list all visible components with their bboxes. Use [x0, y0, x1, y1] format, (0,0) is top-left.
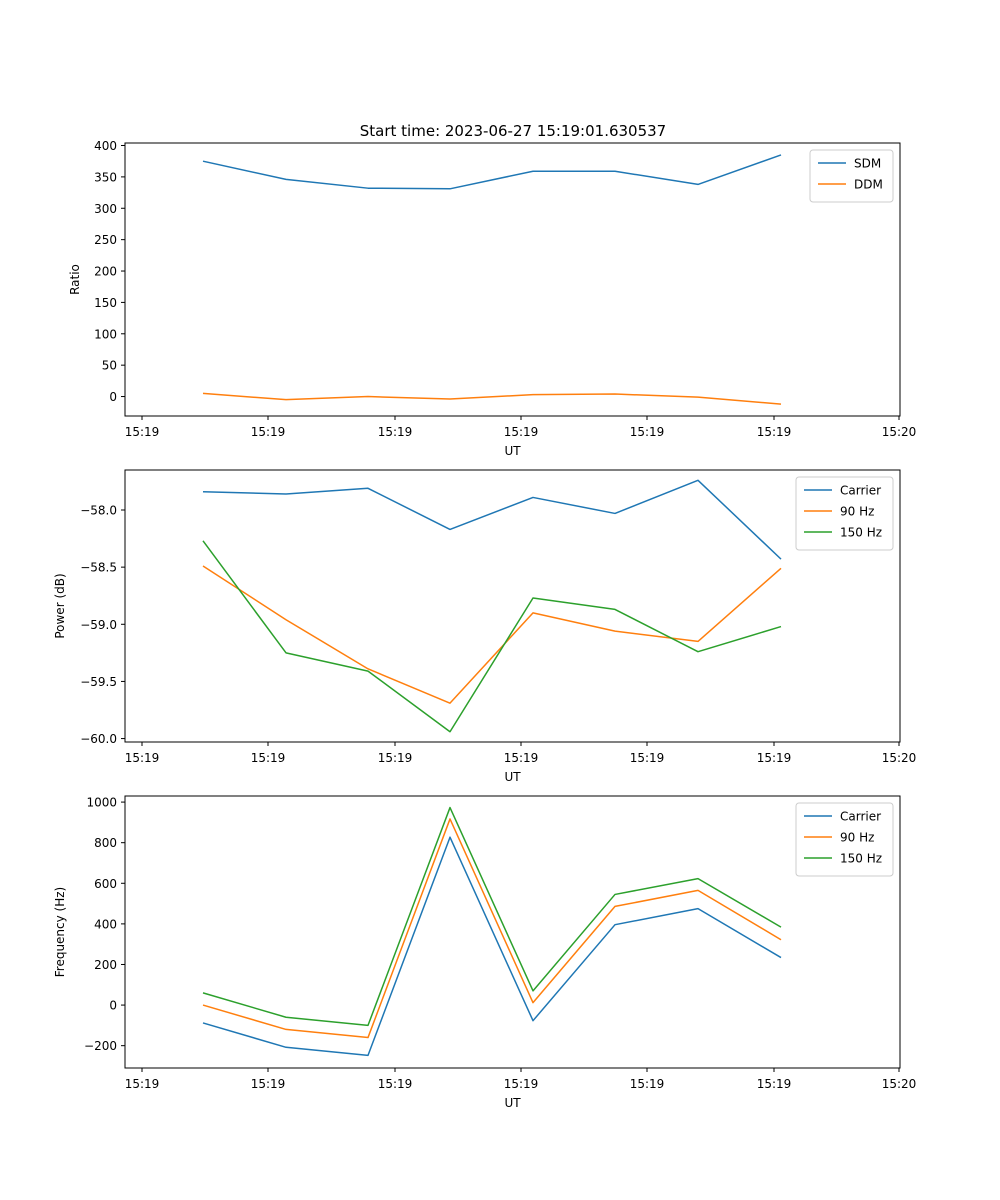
- y-tick-label: −60.0: [80, 732, 117, 746]
- axes-frame: [124, 795, 901, 1069]
- legend: Carrier 90 Hz 150 Hz: [795, 802, 894, 877]
- legend-entry: Carrier: [840, 810, 881, 824]
- x-axis-label: UT: [504, 444, 521, 458]
- x-tick-label: 15:19: [757, 1077, 792, 1091]
- series-line-ddm: [202, 392, 782, 405]
- x-axis-label: UT: [504, 1096, 521, 1110]
- y-tick-label: 0: [109, 390, 117, 404]
- y-tick-label: 50: [102, 359, 117, 373]
- x-tick-label: 15:19: [251, 1077, 286, 1091]
- y-tick-label: 350: [94, 170, 117, 184]
- x-tick-label: 15:19: [630, 751, 665, 765]
- x-tick-label: 15:19: [125, 425, 160, 439]
- x-tick-label: 15:19: [251, 751, 286, 765]
- legend-entry: Carrier: [840, 484, 881, 498]
- x-tick-label: 15:19: [504, 425, 539, 439]
- x-tick-label: 15:19: [125, 751, 160, 765]
- axes-frame: [124, 142, 901, 417]
- x-tick-label: 15:20: [882, 425, 917, 439]
- y-tick-label: −200: [84, 1039, 117, 1053]
- legend-entry: 90 Hz: [840, 831, 874, 845]
- x-tick-label: 15:19: [757, 751, 792, 765]
- x-tick-label: 15:19: [378, 1077, 413, 1091]
- x-tick-label: 15:20: [882, 1077, 917, 1091]
- x-tick-label: 15:19: [378, 425, 413, 439]
- x-tick-label: 15:19: [630, 425, 665, 439]
- y-tick-label: −58.0: [80, 504, 117, 518]
- axes-frame: [124, 469, 901, 743]
- y-tick-label: 300: [94, 202, 117, 216]
- y-tick-label: 150: [94, 296, 117, 310]
- series-line-150-hz: [202, 540, 782, 733]
- x-tick-label: 15:19: [630, 1077, 665, 1091]
- y-tick-label: 0: [109, 999, 117, 1013]
- y-tick-label: −59.0: [80, 618, 117, 632]
- y-tick-label: 600: [94, 877, 117, 891]
- legend-entry: 150 Hz: [840, 526, 882, 540]
- legend: SDM DDM: [809, 149, 894, 203]
- subplot-1: 15:19 15:19 15:19 15:19 15:19 15:19 15:20 0 50 10…: [68, 139, 916, 458]
- series-line-90-hz: [202, 565, 782, 704]
- y-axis-label: Frequency (Hz): [53, 887, 67, 978]
- series-line-sdm: [202, 154, 782, 190]
- legend-entry: DDM: [854, 178, 883, 192]
- x-tick-label: 15:19: [504, 751, 539, 765]
- y-tick-label: 200: [94, 958, 117, 972]
- y-tick-label: 400: [94, 139, 117, 153]
- series-line-150-hz: [202, 806, 782, 1027]
- y-tick-label: 250: [94, 233, 117, 247]
- x-tick-label: 15:19: [504, 1077, 539, 1091]
- subplot-2: 15:19 15:19 15:19 15:19 15:19 15:19 15:20 −60.0…: [53, 469, 917, 784]
- legend-entry: 90 Hz: [840, 505, 874, 519]
- figure-title: Start time: 2023-06-27 15:19:01.630537: [360, 122, 666, 140]
- subplots: 15:19 15:19 15:19 15:19 15:19 15:19 15:20 0 50 10…: [53, 139, 916, 1110]
- y-tick-label: −59.5: [80, 675, 117, 689]
- series-line-90-hz: [202, 818, 782, 1039]
- series-line-carrier: [202, 836, 782, 1057]
- y-axis-label: Power (dB): [53, 573, 67, 638]
- x-tick-label: 15:20: [882, 751, 917, 765]
- x-tick-label: 15:19: [757, 425, 792, 439]
- x-tick-label: 15:19: [251, 425, 286, 439]
- series-line-carrier: [202, 479, 782, 560]
- y-tick-label: 1000: [86, 796, 117, 810]
- y-axis-label: Ratio: [68, 264, 82, 295]
- x-axis-label: UT: [504, 770, 521, 784]
- y-tick-label: −58.5: [80, 561, 117, 575]
- subplot-3: 15:19 15:19 15:19 15:19 15:19 15:19 15:20 −200 0…: [53, 795, 917, 1110]
- legend-entry: 150 Hz: [840, 852, 882, 866]
- legend: Carrier 90 Hz 150 Hz: [795, 476, 894, 551]
- x-tick-label: 15:19: [378, 751, 413, 765]
- y-tick-label: 200: [94, 265, 117, 279]
- legend-entry: SDM: [854, 157, 881, 171]
- y-tick-label: 800: [94, 836, 117, 850]
- y-tick-label: 100: [94, 327, 117, 341]
- x-tick-label: 15:19: [125, 1077, 160, 1091]
- y-tick-label: 400: [94, 917, 117, 931]
